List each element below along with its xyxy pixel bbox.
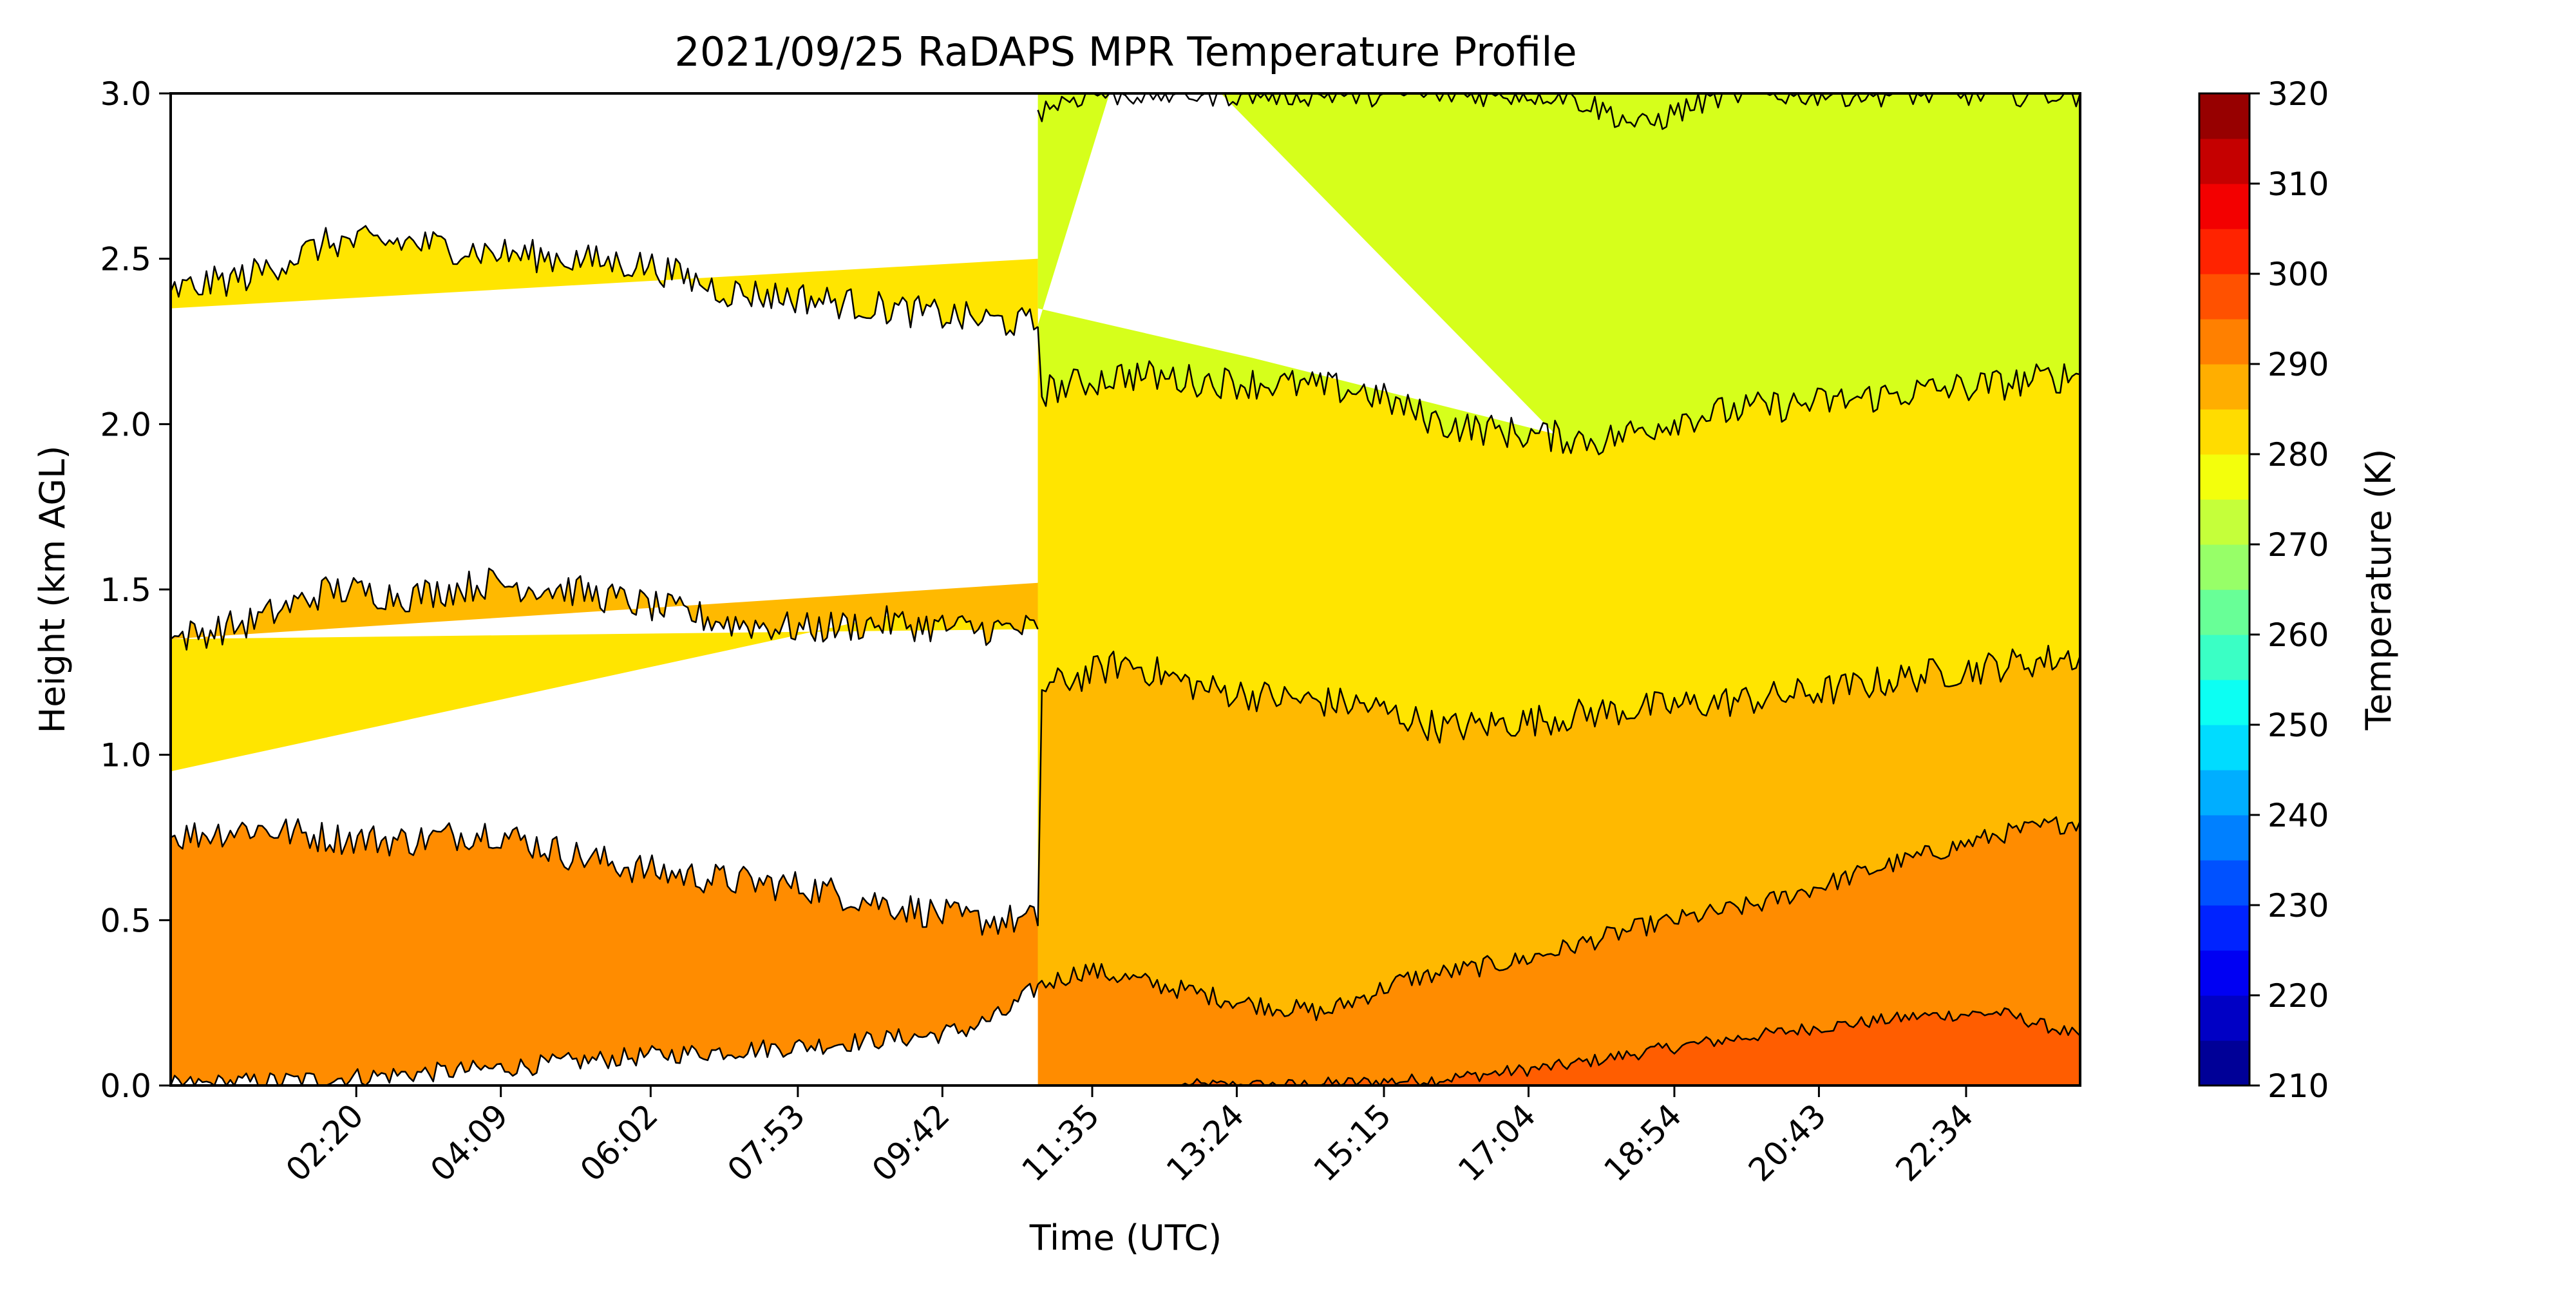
colorbar-tick-label-3: 240 [2268, 797, 2329, 834]
colorbar-bin-220 [2199, 950, 2249, 996]
band-290-295-before [171, 819, 1038, 1085]
chart-title: 2021/09/25 RaDAPS MPR Temperature Profil… [674, 28, 1577, 75]
colorbar-bin-255 [2199, 635, 2249, 680]
x-tick-label-11: 22:34 [1889, 1096, 1981, 1189]
band-290-295-after [1037, 817, 2080, 1085]
x-tick-label-1: 04:09 [423, 1096, 515, 1189]
colorbar-bin-280 [2199, 409, 2249, 455]
upper-gap-wedge [1037, 93, 1555, 434]
x-tick-label-8: 17:04 [1451, 1096, 1543, 1189]
colorbar-bin-310 [2199, 139, 2249, 184]
isotherm-line-8 [1037, 93, 2080, 130]
colorbar-tick-label-10: 310 [2268, 166, 2329, 203]
colorbar-bin-290 [2199, 319, 2249, 365]
y-tick-label-1: 0.5 [100, 902, 151, 939]
colorbar-bin-245 [2199, 725, 2249, 770]
colorbar: 210 220 230 240 250 260 270 280 290 300 310 320 [2198, 75, 2329, 1105]
y-axis-label: Height (km AGL) [32, 446, 73, 734]
colorbar-bin-285 [2199, 364, 2249, 410]
colorbar-frame [2198, 92, 2251, 1087]
colorbar-bin-230 [2199, 860, 2249, 906]
colorbar-bin-250 [2199, 680, 2249, 725]
colorbar-bin-210 [2199, 1040, 2249, 1086]
colorbar-bin-300 [2199, 229, 2249, 274]
isotherm-line-3 [1037, 644, 2080, 926]
y-tick-label-3: 1.5 [100, 571, 151, 609]
isotherm-line-4 [171, 818, 1039, 936]
colorbar-bin-225 [2199, 905, 2249, 951]
x-tick-label-3: 07:53 [720, 1096, 812, 1189]
colorbar-label: Temperature (K) [2358, 449, 2399, 731]
colorbar-bin-265 [2199, 544, 2249, 590]
colorbar-bin-295 [2199, 274, 2249, 320]
colorbar-tick-label-0: 210 [2268, 1067, 2329, 1105]
y-tick-label-2: 1.0 [100, 737, 151, 774]
band-below-290-before [171, 984, 1038, 1085]
y-tick-label-6: 3.0 [100, 75, 151, 113]
x-tick-label-2: 06:02 [573, 1096, 665, 1189]
colorbar-tick-label-8: 290 [2268, 346, 2329, 383]
colorbar-tick-label-1: 220 [2268, 977, 2329, 1015]
colorbar-tick-label-4: 250 [2268, 707, 2329, 744]
band-295-300-after [1180, 1008, 2080, 1085]
x-axis: 02:20 04:09 06:02 07:53 09:42 11:35 13:24 15:15… [279, 1085, 1981, 1189]
isotherm-line-0 [1180, 1007, 2080, 1085]
y-tick-label-5: 2.5 [100, 241, 151, 278]
x-axis-label: Time (UTC) [1029, 1218, 1222, 1258]
x-tick-label-7: 15:15 [1307, 1096, 1399, 1189]
plot-area [171, 93, 2080, 1085]
band-280-285-strip-upper [171, 225, 1038, 336]
colorbar-bin-260 [2199, 589, 2249, 635]
colorbar-tick-label-5: 260 [2268, 617, 2329, 654]
x-tick-label-0: 02:20 [279, 1096, 371, 1189]
x-tick-label-4: 09:42 [865, 1096, 957, 1189]
colorbar-bin-275 [2199, 454, 2249, 500]
colorbar-bin-315 [2199, 93, 2249, 139]
colorbar-tick-label-7: 280 [2268, 436, 2329, 473]
y-axis: 0.0 0.5 1.0 1.5 2.0 2.5 3.0 [100, 75, 171, 1105]
y-tick-label-4: 2.0 [100, 406, 151, 443]
colorbar-bin-305 [2199, 184, 2249, 229]
colorbar-tick-label-2: 230 [2268, 887, 2329, 924]
colorbar-bin-270 [2199, 499, 2249, 545]
colorbar-bin-235 [2199, 815, 2249, 861]
isotherm-line-2 [171, 982, 1039, 1085]
colorbar-bin-240 [2199, 770, 2249, 816]
isotherm-line-6 [1037, 327, 2080, 455]
x-tick-label-6: 13:24 [1159, 1096, 1251, 1189]
x-tick-label-5: 11:35 [1015, 1096, 1107, 1189]
colorbar-tick-label-9: 300 [2268, 256, 2329, 293]
colorbar-tick-label-11: 320 [2268, 75, 2329, 113]
isotherm-line-5 [171, 568, 1039, 651]
y-tick-label-0: 0.0 [100, 1067, 151, 1105]
isotherm-line-1 [1037, 816, 2080, 1021]
band-285-290-wedge-mid [171, 568, 1038, 650]
x-tick-label-9: 18:54 [1597, 1096, 1689, 1189]
colorbar-tick-label-6: 270 [2268, 526, 2329, 564]
isotherm-line-7 [171, 225, 1039, 336]
colorbar-bin-215 [2199, 995, 2249, 1041]
x-tick-label-10: 20:43 [1741, 1096, 1833, 1189]
